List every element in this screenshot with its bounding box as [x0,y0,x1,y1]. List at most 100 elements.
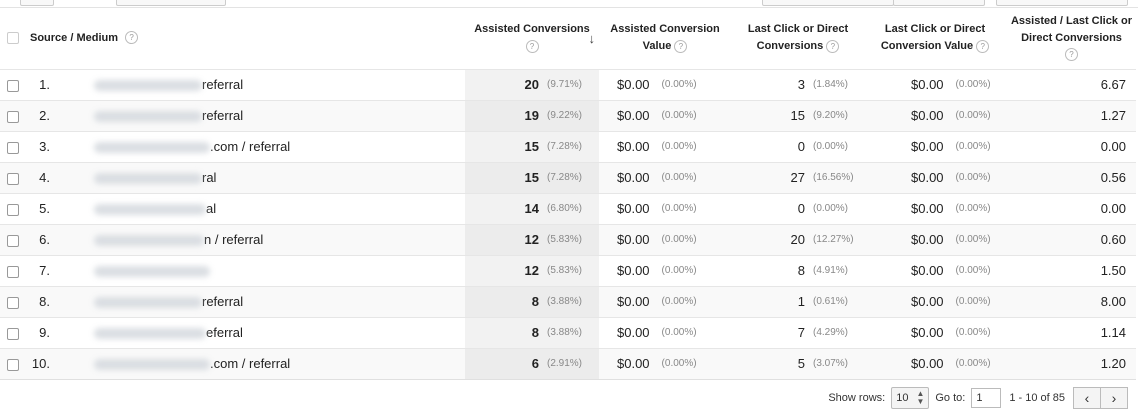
assisted-conversions-percent: (5.83%) [547,234,583,245]
source-medium-link[interactable]: .com / referral [210,356,291,371]
toolbar-button[interactable] [20,0,54,6]
row-checkbox[interactable] [7,110,19,123]
table-row[interactable]: 1. referral 20 (9.71%) $0.00 (0.00%) 3 (1.8… [0,69,1136,100]
source-medium-link[interactable]: .com / referral [210,139,291,154]
help-icon[interactable]: ? [1065,48,1078,62]
toolbar-button[interactable] [893,0,985,6]
ratio-header[interactable]: Assisted / Last Click or Direct Conversi… [1005,8,1136,69]
row-checkbox[interactable] [7,327,19,340]
assisted-conversion-value-header[interactable]: Assisted Conversion Value ? [599,8,731,69]
last-click-value-cell: $0.00 (0.00%) [865,100,1005,131]
last-click-conversions-percent: (0.00%) [813,203,849,214]
last-click-value-cell: $0.00 (0.00%) [865,317,1005,348]
assisted-conversion-value-cell: $0.00 (0.00%) [599,69,731,100]
assisted-conversion-value-cell: $0.00 (0.00%) [599,255,731,286]
last-click-conversions-value: 20 [790,232,805,247]
row-checkbox[interactable] [7,296,19,309]
row-select-cell [0,348,26,379]
source-medium-link[interactable]: ral [202,170,217,185]
source-medium-link[interactable]: referral [202,108,244,123]
help-icon[interactable]: ? [976,39,990,53]
table-row[interactable]: 9. eferral 8 (3.88%) $0.00 (0.00%) 7 (4.29%… [0,317,1136,348]
table-row[interactable]: 3. .com / referral 15 (7.28%) $0.00 (0.00%… [0,131,1136,162]
select-all-checkbox[interactable] [7,31,19,44]
redacted-source [94,111,202,123]
table-row[interactable]: 4. ral 15 (7.28%) $0.00 (0.00%) 27 (16.56%)… [0,162,1136,193]
last-click-conversions-cell: 8 (4.91%) [731,255,865,286]
row-checkbox[interactable] [7,172,19,185]
assisted-conversions-percent: (5.83%) [547,265,583,276]
table-row[interactable]: 8. referral 8 (3.88%) $0.00 (0.00%) 1 (0.61… [0,286,1136,317]
ratio-value: 8.00 [1100,294,1126,309]
toolbar-button[interactable] [996,0,1128,6]
row-select-cell [0,193,26,224]
table-row[interactable]: 5. al 14 (6.80%) $0.00 (0.00%) 0 (0.00%) $0… [0,193,1136,224]
source-medium-link[interactable]: n / referral [204,232,264,247]
next-page-button[interactable]: › [1101,387,1128,409]
assisted-conversion-value: $0.00 [617,263,650,278]
pager: ‹ › [1073,387,1128,409]
last-click-conversions-percent: (4.91%) [813,265,849,276]
table-row[interactable]: 10. .com / referral 6 (2.91%) $0.00 (0.00%… [0,348,1136,379]
source-medium-header[interactable]: Source / Medium ? [26,8,465,69]
pagination-bar: Show rows: 10 ▲ ▼ Go to: 1 1 - 10 of 85 ‹… [828,386,1128,410]
row-select-cell [0,162,26,193]
last-click-conversions-value: 5 [797,356,805,371]
last-click-conversions-label: Last Click or Direct Conversions [747,23,849,53]
table-row[interactable]: 6. n / referral 12 (5.83%) $0.00 (0.00%) 2… [0,224,1136,255]
toolbar-button[interactable] [116,0,226,6]
source-medium-cell: referral [58,286,465,317]
last-click-conversions-percent: (3.07%) [813,358,849,369]
row-checkbox[interactable] [7,141,19,154]
assisted-conversions-percent: (2.91%) [547,358,583,369]
ratio-value: 0.00 [1100,139,1126,154]
assisted-conversion-value-percent: (0.00%) [661,265,697,276]
assisted-conversion-value: $0.00 [617,170,650,185]
help-icon[interactable]: ? [125,31,139,45]
ratio-value: 1.14 [1100,325,1126,340]
sort-descending-icon[interactable]: ↓ [588,31,596,46]
row-checkbox[interactable] [7,358,19,371]
ratio-value: 1.50 [1100,263,1126,278]
ratio-value: 1.27 [1100,108,1126,123]
row-checkbox[interactable] [7,203,19,216]
last-click-value: $0.00 [911,356,944,371]
toolbar-button[interactable] [762,0,894,6]
assisted-conversions-percent: (7.28%) [547,141,583,152]
last-click-value-header[interactable]: Last Click or Direct Conversion Value ? [865,8,1005,69]
ratio-label: Assisted / Last Click or Direct Conversi… [1010,14,1133,44]
show-rows-select[interactable]: 10 ▲ ▼ [891,387,930,409]
source-medium-cell: al [58,193,465,224]
last-click-value-percent: (0.00%) [955,141,991,152]
row-checkbox[interactable] [7,234,19,247]
last-click-conversions-cell: 27 (16.56%) [731,162,865,193]
row-checkbox[interactable] [7,265,19,278]
last-click-conversions-header[interactable]: Last Click or Direct Conversions ? [731,8,865,69]
last-click-conversions-cell: 20 (12.27%) [731,224,865,255]
source-medium-cell: referral [58,100,465,131]
help-icon[interactable]: ? [826,39,840,53]
source-medium-link[interactable]: eferral [206,325,243,340]
previous-page-button[interactable]: ‹ [1073,387,1101,409]
goto-input[interactable]: 1 [971,388,1002,408]
last-click-value-percent: (0.00%) [955,172,991,183]
last-click-value: $0.00 [911,232,944,247]
source-medium-link[interactable]: al [206,201,217,216]
assisted-conversions-header[interactable]: Assisted Conversions ? ↓ [465,8,599,69]
last-click-value: $0.00 [911,325,944,340]
assisted-conversions-value: 14 [524,201,539,216]
last-click-value-cell: $0.00 (0.00%) [865,255,1005,286]
last-click-value-cell: $0.00 (0.00%) [865,131,1005,162]
table-row[interactable]: 7. 12 (5.83%) $0.00 (0.00%) 8 (4.91%) $0.00… [0,255,1136,286]
help-icon[interactable]: ? [674,39,688,53]
source-medium-link[interactable]: referral [202,77,244,92]
row-checkbox[interactable] [7,79,19,92]
table-row[interactable]: 2. referral 19 (9.22%) $0.00 (0.00%) 15 (9.… [0,100,1136,131]
last-click-conversions-value: 27 [790,170,805,185]
help-icon[interactable]: ? [525,39,539,53]
source-medium-link[interactable]: referral [202,294,244,309]
last-click-conversions-percent: (0.00%) [813,141,849,152]
assisted-conversion-value: $0.00 [617,77,650,92]
assisted-conversions-value: 15 [524,139,539,154]
last-click-value: $0.00 [911,201,944,216]
